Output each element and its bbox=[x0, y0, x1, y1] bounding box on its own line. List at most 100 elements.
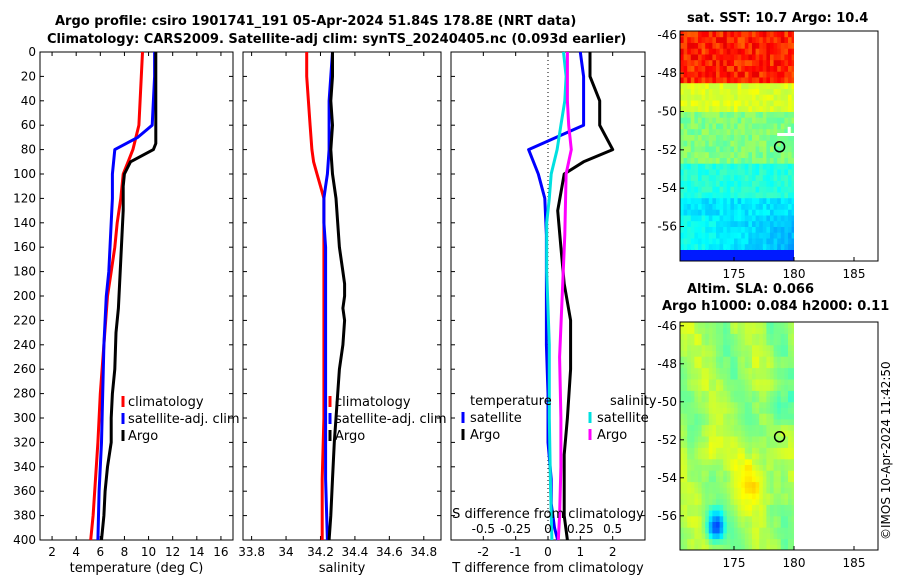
sst-map-xtick-label-185: 185 bbox=[843, 267, 866, 281]
figure-title-line2: Climatology: CARS2009. Satellite-adj cli… bbox=[47, 32, 627, 47]
depth-tick-label-100: 100 bbox=[13, 167, 36, 181]
panel-2-legend-satellite-adj-clim: satellite-adj. clim bbox=[335, 412, 447, 427]
panel-3-xtick-label-2: -2 bbox=[477, 545, 489, 559]
panel-1-xlabel: temperature (deg C) bbox=[70, 561, 204, 576]
depth-tick-label-380: 380 bbox=[13, 509, 36, 523]
diff-legend-label-0: satellite bbox=[470, 411, 522, 426]
depth-tick-label-180: 180 bbox=[13, 265, 36, 279]
sla-map-profile-marker bbox=[773, 431, 786, 443]
panel-3-xlabel: T difference from climatology bbox=[451, 561, 644, 576]
panel-3-series-salinity-argo bbox=[556, 52, 573, 541]
sst-map-ytick-label-50: -50 bbox=[657, 105, 677, 119]
sst-map-ytick-label-54: -54 bbox=[657, 181, 677, 195]
diff-s-tick-label-0-5: 0.5 bbox=[603, 522, 622, 536]
diff-s-tick-label-0-25: -0.25 bbox=[500, 522, 531, 536]
sla-map-ytick-label-50: -50 bbox=[657, 395, 677, 409]
panel-1-xtick-label-4: 4 bbox=[72, 545, 80, 559]
diff-s-tick-label-0: 0 bbox=[544, 522, 552, 536]
depth-tick-label-200: 200 bbox=[13, 289, 36, 303]
sla-map-ytick-label-56: -56 bbox=[657, 509, 677, 523]
sst-map-ytick-label-52: -52 bbox=[657, 143, 677, 157]
sla-map-ytick-label-54: -54 bbox=[657, 471, 677, 485]
sla-map-xtick-label-175: 175 bbox=[723, 556, 746, 570]
sst-map-ytick-label-46: -46 bbox=[657, 28, 677, 42]
sla-map-title-line1: Altim. SLA: 0.066 bbox=[687, 282, 814, 297]
depth-tick-label-60: 60 bbox=[21, 118, 36, 132]
depth-tick-label-160: 160 bbox=[13, 240, 36, 254]
depth-tick-label-0: 0 bbox=[28, 45, 36, 59]
panel-1-xtick-label-6: 6 bbox=[96, 545, 104, 559]
sst-map-title: sat. SST: 10.7 Argo: 10.4 bbox=[687, 11, 869, 26]
panel-1-series-climatology bbox=[89, 51, 144, 541]
panel-1-xtick-label-2: 2 bbox=[48, 545, 56, 559]
depth-tick-label-80: 80 bbox=[21, 143, 36, 157]
panel-3-xtick-label-1: -1 bbox=[510, 545, 522, 559]
panel-1-legend-climatology: climatology bbox=[128, 395, 204, 410]
panel-1-xtick-label-16: 16 bbox=[213, 545, 228, 559]
sst-map-frame bbox=[679, 30, 879, 262]
panel-1-xtick-label-8: 8 bbox=[121, 545, 129, 559]
depth-tick-label-280: 280 bbox=[13, 387, 36, 401]
depth-tick-label-20: 20 bbox=[21, 69, 36, 83]
panel-2-series-climatology bbox=[305, 52, 326, 540]
sla-map-ytick-label-48: -48 bbox=[657, 357, 677, 371]
panel-1-frame bbox=[39, 51, 234, 541]
panel-1-legend-satellite-adj-clim: satellite-adj. clim bbox=[128, 412, 240, 427]
sla-map-ytick-label-52: -52 bbox=[657, 433, 677, 447]
panel-3-xtick-label-0: 0 bbox=[544, 545, 552, 559]
figure-title-line1: Argo profile: csiro 1901741_191 05-Apr-2… bbox=[55, 14, 577, 29]
panel-3-series-temperature-argo bbox=[556, 52, 615, 541]
panel-2-legend-climatology: climatology bbox=[335, 395, 411, 410]
sst-map-ytick-label-48: -48 bbox=[657, 66, 677, 80]
panel-1-series-argo bbox=[100, 52, 158, 541]
depth-tick-label-340: 340 bbox=[13, 460, 36, 474]
panel-3-xtick-label-1: 1 bbox=[577, 545, 585, 559]
panel-2-series-satellite-adj-clim bbox=[322, 51, 334, 541]
sst-map-profile-marker bbox=[773, 141, 786, 153]
diff-s-axis-label: S difference from climatology bbox=[452, 507, 644, 522]
depth-tick-label-120: 120 bbox=[13, 191, 36, 205]
panel-1-xtick-label-10: 10 bbox=[141, 545, 156, 559]
panel-2-xtick-label-34-4: 34.4 bbox=[342, 545, 369, 559]
diff-legend-title-salinity: salinity bbox=[610, 394, 657, 409]
diff-legend-title-temperature: temperature bbox=[470, 394, 552, 409]
diff-legend-label-1: Argo bbox=[470, 428, 500, 443]
panel-2-legend-argo: Argo bbox=[335, 429, 365, 444]
sla-map-xtick-label-180: 180 bbox=[783, 556, 806, 570]
sla-map-title-line2: Argo h1000: 0.084 h2000: 0.11 bbox=[662, 299, 890, 314]
diff-s-tick-label-0-25: 0.25 bbox=[567, 522, 594, 536]
diff-legend-label-2: satellite bbox=[597, 411, 649, 426]
panel-2-xtick-label-34: 34 bbox=[278, 545, 293, 559]
panel-1-xtick-label-14: 14 bbox=[189, 545, 204, 559]
panel-2-xlabel: salinity bbox=[319, 561, 366, 576]
sst-map-xtick-label-175: 175 bbox=[723, 267, 746, 281]
sla-map-frame bbox=[679, 321, 879, 551]
depth-tick-label-240: 240 bbox=[13, 338, 36, 352]
panel-1-series-satellite-adj-clim bbox=[96, 52, 157, 541]
sst-map-field bbox=[680, 31, 794, 261]
depth-tick-label-400: 400 bbox=[13, 533, 36, 547]
diff-legend-label-3: Argo bbox=[597, 428, 627, 443]
depth-tick-label-220: 220 bbox=[13, 313, 36, 327]
panel-3-xtick-label-2: 2 bbox=[609, 545, 617, 559]
sst-map-ytick-label-56: -56 bbox=[657, 220, 677, 234]
depth-tick-label-300: 300 bbox=[13, 411, 36, 425]
panel-1-xtick-label-12: 12 bbox=[165, 545, 180, 559]
panel-2-xtick-label-34-8: 34.8 bbox=[410, 545, 437, 559]
diff-s-tick-label-0-5: -0.5 bbox=[472, 522, 495, 536]
panel-2-xtick-label-34-2: 34.2 bbox=[307, 545, 334, 559]
sst-map-xtick-label-180: 180 bbox=[783, 267, 806, 281]
depth-tick-label-260: 260 bbox=[13, 362, 36, 376]
depth-tick-label-320: 320 bbox=[13, 435, 36, 449]
depth-tick-label-360: 360 bbox=[13, 484, 36, 498]
sla-map-field bbox=[680, 322, 794, 550]
depth-tick-label-140: 140 bbox=[13, 216, 36, 230]
panel-2-xtick-label-33-8: 33.8 bbox=[238, 545, 265, 559]
panel-1-legend-argo: Argo bbox=[128, 429, 158, 444]
sla-map-ytick-label-46: -46 bbox=[657, 319, 677, 333]
panel-2-frame bbox=[242, 51, 442, 541]
panel-2-xtick-label-34-6: 34.6 bbox=[376, 545, 403, 559]
sla-map-xtick-label-185: 185 bbox=[843, 556, 866, 570]
depth-tick-label-40: 40 bbox=[21, 94, 36, 108]
